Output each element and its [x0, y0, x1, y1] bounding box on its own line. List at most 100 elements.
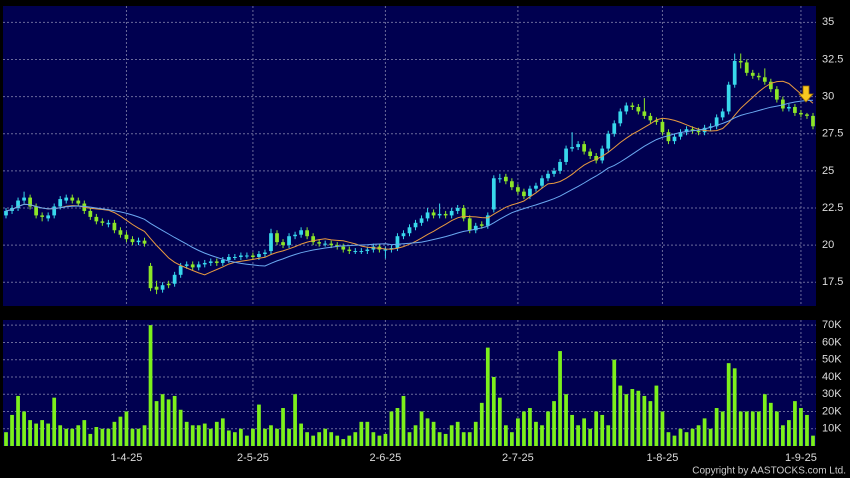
volume-bar — [582, 418, 587, 446]
candle-body — [124, 234, 129, 240]
v-tick-label: 70K — [822, 319, 842, 331]
volume-bar — [576, 425, 580, 446]
volume-bar — [311, 435, 316, 446]
volume-bar — [738, 411, 743, 446]
candle-body — [425, 212, 430, 219]
candle-body — [606, 133, 611, 149]
candle-body — [293, 234, 297, 237]
candle-body — [401, 233, 406, 237]
volume-bar — [281, 408, 285, 446]
volume-bar — [744, 411, 749, 446]
volume-bar — [407, 432, 412, 446]
candle-body — [281, 242, 285, 246]
candle-body — [142, 240, 147, 244]
candle-body — [528, 188, 532, 197]
volume-bar — [112, 421, 117, 446]
candle-body — [263, 252, 267, 255]
candle-body — [648, 115, 653, 121]
volume-bar — [16, 395, 20, 446]
volume-bar — [269, 425, 273, 446]
volume-bar — [720, 411, 725, 446]
y-tick-label: 27.5 — [822, 128, 843, 140]
volume-bar — [606, 425, 611, 446]
v-tick-label: 10K — [822, 423, 842, 435]
volume-bar — [546, 411, 550, 446]
volume-bar — [648, 401, 653, 446]
volume-bar — [34, 423, 38, 446]
volume-bar — [329, 432, 334, 446]
volume-bar — [317, 432, 322, 446]
x-tick-label: 2-5-25 — [237, 452, 269, 464]
volume-bar — [118, 416, 123, 446]
candle-body — [341, 246, 346, 250]
volume-bar — [22, 411, 26, 446]
v-tick-label: 40K — [822, 371, 842, 383]
candle-body — [449, 210, 454, 216]
volume-bar — [172, 395, 177, 446]
volume-bar — [251, 428, 255, 446]
volume-bar — [612, 359, 617, 446]
candle-body — [726, 84, 731, 112]
candle-body — [64, 197, 69, 201]
candle-body — [642, 111, 647, 116]
candle-body — [34, 206, 38, 216]
candle-body — [491, 178, 496, 210]
candle-body — [22, 197, 26, 201]
x-tick-label: 1-8-25 — [647, 452, 679, 464]
candle-body — [100, 221, 105, 223]
volume-bar — [768, 402, 773, 446]
candle-body — [196, 264, 201, 268]
volume-bar — [178, 409, 183, 446]
candle-body — [118, 230, 123, 235]
candle-body — [564, 148, 568, 162]
volume-bar — [570, 414, 574, 446]
volume-bar — [485, 347, 490, 446]
candle-body — [52, 206, 57, 216]
candle-body — [793, 106, 797, 113]
candle-body — [666, 132, 671, 142]
candle-body — [257, 254, 261, 257]
moving-average — [5, 99, 814, 267]
candle-body — [588, 151, 593, 156]
moving-average — [5, 80, 814, 276]
v-tick-label: 50K — [822, 354, 842, 366]
y-tick-label: 22.5 — [822, 202, 843, 214]
volume-bar — [401, 395, 406, 446]
candle-body — [473, 225, 478, 231]
candle-body — [299, 230, 303, 235]
volume-bar — [263, 428, 267, 446]
candle-body — [359, 251, 364, 253]
candle-body — [690, 129, 695, 131]
volume-bar — [540, 425, 544, 446]
y-tick-label: 32.5 — [822, 53, 843, 65]
volume-bar — [196, 425, 201, 446]
volume-bar — [166, 399, 171, 446]
volume-bar — [76, 425, 81, 446]
candle-body — [214, 261, 219, 263]
candle-body — [172, 274, 177, 284]
candle-body — [762, 77, 767, 82]
volume-bar — [232, 432, 237, 446]
volume-bar — [245, 435, 249, 446]
candle-body — [455, 207, 460, 211]
candle-body — [413, 222, 418, 228]
candle-body — [552, 170, 556, 174]
volume-bar — [467, 432, 472, 446]
volume-bar — [70, 428, 75, 446]
candle-body — [787, 106, 791, 109]
volume-bar — [799, 408, 803, 446]
volume-bar — [106, 428, 111, 446]
candle-body — [154, 286, 159, 290]
candle-body — [16, 200, 20, 208]
volume-bar — [516, 418, 520, 446]
volume-bar — [666, 432, 671, 446]
volume-bar — [124, 411, 129, 446]
volume-bar — [714, 408, 719, 446]
candle-body — [781, 99, 785, 109]
candle-body — [395, 236, 400, 249]
candle-body — [148, 265, 153, 289]
candle-body — [58, 199, 63, 207]
candle-body — [136, 240, 141, 243]
volume-bar — [82, 420, 87, 446]
